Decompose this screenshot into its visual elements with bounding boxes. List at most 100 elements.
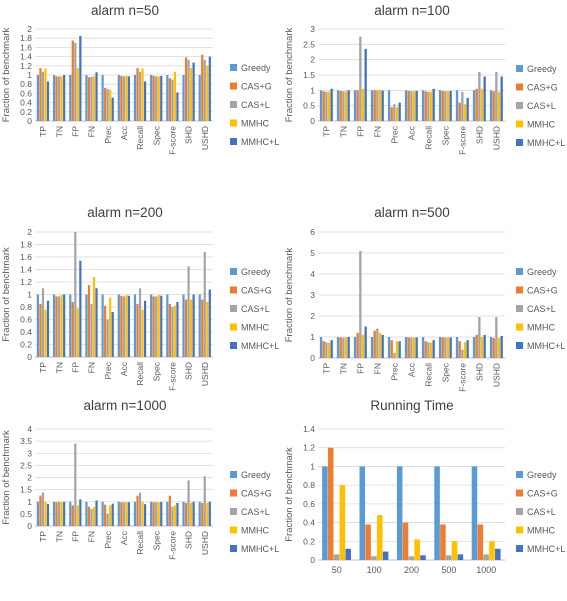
bar-cas-plus-l [427, 342, 430, 358]
bar-cas-plus-g [168, 303, 171, 357]
bar-cas-plus-g [55, 296, 58, 357]
x-tick-label: TN [54, 362, 64, 373]
y-axis-label: Fraction of benchmark [284, 247, 295, 342]
x-tick-label: TN [339, 126, 349, 137]
bar-cas-plus-l [410, 337, 413, 358]
bar-cas-plus-g [184, 299, 188, 357]
y-tick-label: 0.8 [20, 79, 32, 89]
bar-greedy [421, 337, 425, 358]
bar-mmhc [361, 334, 365, 358]
chart-title: alarm n=200 [87, 205, 162, 220]
bar-mmhc [109, 89, 112, 121]
bar-mmhc [92, 277, 96, 357]
chart-panel-3: alarm n=200 Fraction of benchmark 0 0.2 0.4 0… [1, 205, 279, 391]
y-tick-label: 2 [27, 24, 32, 34]
bar-cas-plus-l [342, 91, 345, 121]
bar-cas-plus-g [39, 303, 42, 357]
bar-mmhc [157, 295, 160, 357]
bar-cas-plus-g [120, 75, 123, 121]
chart-title: Running Time [370, 398, 453, 413]
bar-cas-plus-g [87, 77, 91, 121]
bar-mmhc-plus-l [111, 97, 114, 121]
y-tick-label: 1.4 [303, 424, 315, 434]
x-tick-label: F-score [458, 363, 468, 392]
bar-greedy [133, 75, 137, 121]
bar-mmhc [361, 88, 365, 121]
bar-greedy [438, 90, 442, 121]
y-tick-label: 1 [310, 461, 315, 471]
bar-mmhc [480, 337, 484, 358]
legend-swatch [516, 526, 523, 534]
bar-cas-plus-l [155, 76, 158, 121]
x-tick-label: TN [339, 363, 349, 374]
x-tick-label: Spec [151, 125, 161, 145]
bar-mmhc-plus-l [432, 88, 435, 121]
bar-mmhc-plus-l [364, 326, 367, 358]
y-tick-label: 0.8 [20, 302, 32, 312]
x-tick-label: F-score [458, 126, 468, 155]
bar-cas-plus-g [201, 54, 204, 122]
y-tick-label: 1 [27, 497, 32, 507]
legend-label: Greedy [241, 63, 271, 73]
y-tick-label: 1.8 [20, 33, 32, 43]
bar-greedy [438, 337, 442, 358]
bar-cas-plus-l [444, 91, 447, 121]
bar-greedy [387, 337, 391, 358]
x-tick-label: 50 [332, 565, 342, 575]
y-tick-label: 0 [27, 521, 32, 531]
bar-greedy [353, 90, 357, 121]
bar-mmhc-plus-l [143, 504, 147, 526]
bar-cas-plus-g [322, 91, 325, 121]
x-tick-label: SHD [184, 362, 194, 380]
y-tick-label: 1 [27, 70, 32, 80]
bar-mmhc [109, 505, 112, 526]
chart-panel-4: alarm n=500 Fraction of benchmark 0 1 2 3 4 5 6 T… [284, 205, 565, 392]
bar-mmhc [141, 68, 144, 121]
y-axis-label: Fraction of benchmark [284, 447, 295, 542]
bar-cas-plus-l [495, 71, 498, 121]
bar-cas-plus-l [74, 443, 77, 526]
bar-cas-plus-g [71, 302, 74, 357]
bar-mmhc [377, 515, 383, 560]
bar-cas-plus-g [104, 87, 107, 121]
legend-swatch [516, 305, 523, 312]
bar-cas-plus-g [322, 341, 325, 358]
bar-cas-plus-g [458, 102, 461, 121]
bar-greedy [69, 75, 72, 121]
y-tick-label: 4 [27, 424, 32, 434]
bar-cas-plus-g [201, 299, 204, 357]
bar-mmhc-plus-l [382, 551, 389, 560]
x-tick-label: Recall [135, 531, 145, 555]
x-tick-label: FN [373, 126, 383, 137]
bar-mmhc-plus-l [208, 56, 211, 121]
bar-mmhc-plus-l [457, 554, 464, 560]
bar-cas-plus-l [342, 337, 345, 358]
bar-cas-plus-g [104, 504, 107, 526]
legend-swatch [230, 508, 237, 515]
bar-greedy [198, 294, 201, 357]
legend-label: MMHC [527, 526, 555, 536]
x-tick-label: Prec [390, 125, 400, 143]
legend-swatch [230, 138, 237, 145]
legend-swatch [230, 489, 237, 497]
bar-cas-plus-l [41, 288, 45, 357]
y-tick-label: 1.6 [20, 252, 32, 262]
bar-mmhc-plus-l [176, 92, 179, 121]
y-tick-label: 0 [310, 555, 315, 565]
x-tick-label: FN [87, 362, 97, 373]
legend-label: MMHC [241, 119, 269, 129]
y-tick-label: 1.2 [20, 61, 32, 71]
bar-cas-plus-l [376, 328, 379, 358]
x-tick-label: Recall [424, 363, 434, 387]
bar-greedy [36, 501, 40, 526]
bar-cas-plus-g [390, 340, 393, 358]
bar-mmhc [206, 502, 209, 526]
bar-cas-plus-g [39, 495, 42, 526]
legend-label: MMHC+L [241, 137, 279, 147]
legend: Greedy CAS+G CAS+L MMHC MMHC+L [230, 267, 279, 351]
bar-mmhc-plus-l [79, 35, 82, 121]
bar-greedy [359, 466, 366, 560]
x-tick-label: FP [70, 531, 80, 542]
legend-swatch [516, 545, 523, 552]
